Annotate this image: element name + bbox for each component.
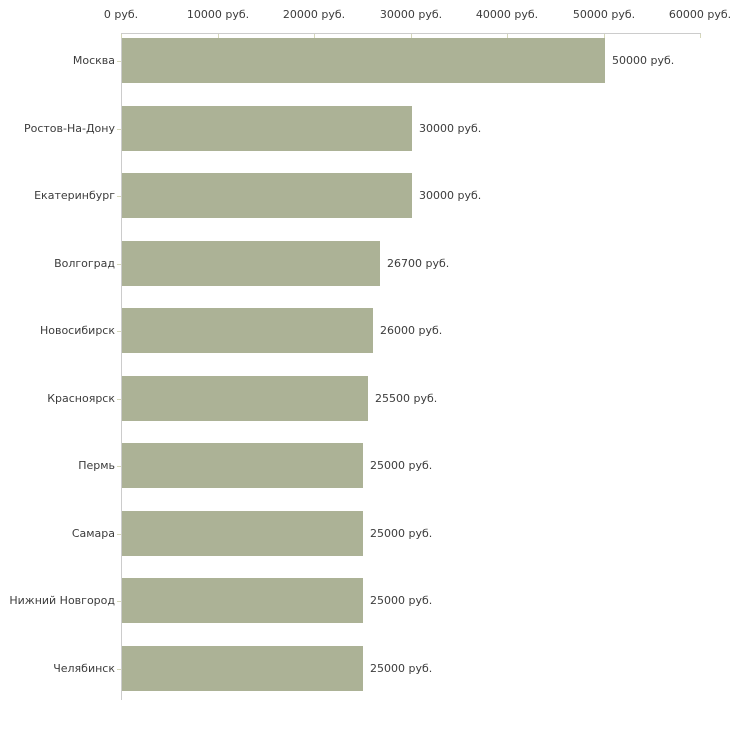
- x-axis-tick-mark: [700, 34, 701, 38]
- x-axis-tick-label: 0 руб.: [103, 8, 139, 21]
- bar-value-label: 50000 руб.: [612, 54, 675, 67]
- x-axis-tick-mark: [314, 34, 315, 38]
- y-axis-tick-mark: [117, 129, 121, 130]
- category-label: Пермь: [78, 459, 115, 472]
- category-label: Екатеринбург: [34, 189, 115, 202]
- bar: [122, 173, 412, 218]
- category-label: Ростов-На-Дону: [23, 122, 115, 135]
- category-label: Новосибирск: [39, 324, 115, 337]
- category-label: Москва: [72, 54, 115, 67]
- x-axis-tick-label: 50000 руб.: [572, 8, 636, 21]
- x-axis-tick-label: 20000 руб.: [282, 8, 346, 21]
- x-axis-tick-mark: [604, 34, 605, 38]
- bar-value-label: 25500 руб.: [375, 392, 438, 405]
- bar-value-label: 30000 руб.: [419, 189, 482, 202]
- category-label: Нижний Новгород: [9, 594, 115, 607]
- x-axis-line: [121, 33, 701, 34]
- bar-value-label: 25000 руб.: [370, 459, 433, 472]
- bar-value-label: 25000 руб.: [370, 594, 433, 607]
- y-axis-tick-mark: [117, 601, 121, 602]
- x-axis-tick-mark: [218, 34, 219, 38]
- x-axis-tick-mark: [121, 34, 122, 38]
- y-axis-tick-mark: [117, 331, 121, 332]
- bar: [122, 308, 373, 353]
- x-axis-tick-label: 60000 руб.: [668, 8, 730, 21]
- bar-value-label: 26700 руб.: [387, 257, 450, 270]
- bar: [122, 443, 363, 488]
- bar: [122, 38, 605, 83]
- bar-value-label: 25000 руб.: [370, 662, 433, 675]
- category-label: Красноярск: [47, 392, 115, 405]
- y-axis-tick-mark: [117, 399, 121, 400]
- y-axis-tick-mark: [117, 534, 121, 535]
- bar: [122, 511, 363, 556]
- bar-value-label: 30000 руб.: [419, 122, 482, 135]
- bar: [122, 241, 380, 286]
- category-label: Челябинск: [53, 662, 115, 675]
- y-axis-tick-mark: [117, 669, 121, 670]
- bar: [122, 646, 363, 691]
- bar: [122, 106, 412, 151]
- x-axis-tick-mark: [411, 34, 412, 38]
- y-axis-tick-mark: [117, 264, 121, 265]
- y-axis-tick-mark: [117, 466, 121, 467]
- bar-value-label: 26000 руб.: [380, 324, 443, 337]
- category-label: Самара: [71, 527, 115, 540]
- y-axis-tick-mark: [117, 196, 121, 197]
- x-axis-tick-mark: [507, 34, 508, 38]
- bar-value-label: 25000 руб.: [370, 527, 433, 540]
- y-axis-tick-mark: [117, 61, 121, 62]
- category-label: Волгоград: [54, 257, 115, 270]
- bar: [122, 578, 363, 623]
- bar: [122, 376, 368, 421]
- x-axis-tick-label: 10000 руб.: [186, 8, 250, 21]
- y-axis-line: [121, 33, 122, 700]
- x-axis-tick-label: 30000 руб.: [379, 8, 443, 21]
- x-axis-tick-label: 40000 руб.: [475, 8, 539, 21]
